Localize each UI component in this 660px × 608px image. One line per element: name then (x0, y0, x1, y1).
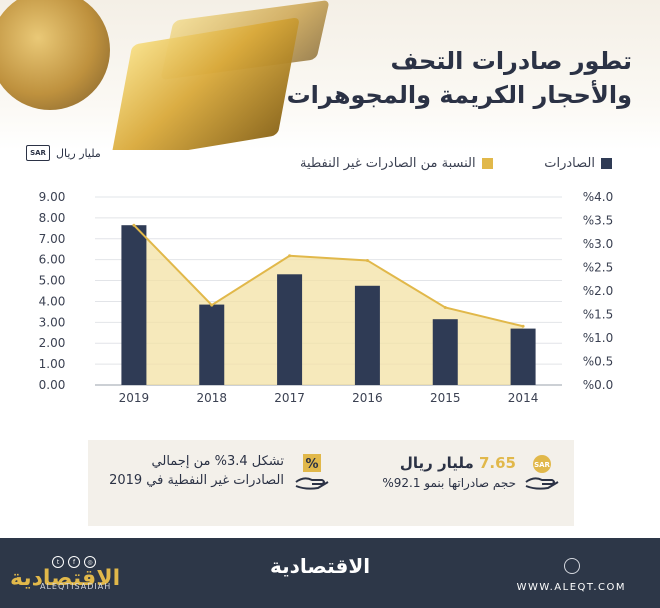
left-tick-label: 6.00 (39, 253, 66, 267)
legend-label-exports: الصادرات (544, 156, 595, 171)
left-tick-label: 7.00 (39, 232, 66, 246)
right-tick-label: %0.5 (583, 355, 614, 369)
unit-text: مليار ريال (56, 146, 101, 160)
x-tick-label: 2019 (119, 391, 150, 405)
page-title: تطور صادرات التحف والأحجار الكريمة والمج… (287, 44, 632, 112)
right-tick-label: %2.0 (583, 284, 614, 298)
legend-swatch-bar (601, 158, 612, 169)
info-value-unit: مليار ريال (399, 454, 479, 472)
info-card-value: 7.65 مليار ريال حجم صادراتها بنمو 92.1% (286, 454, 516, 490)
share-line-path (133, 224, 524, 328)
share-point-2014 (521, 324, 525, 328)
info-value: 7.65 مليار ريال (286, 454, 516, 472)
instagram-icon[interactable]: ◎ (84, 556, 96, 568)
bar-series (121, 225, 536, 385)
left-tick-label: 0.00 (39, 378, 66, 392)
left-axis-ticks: 0.00 1.00 2.00 3.00 4.00 5.00 6.00 7.00 8.00 9.00 (39, 190, 66, 392)
info-growth: حجم صادراتها بنمو 92.1% (382, 476, 516, 490)
footer-bar: الاقتصادية t f ◎ ALEQTISADIAH الاقتصادية… (0, 538, 660, 608)
right-tick-label: %4.0 (583, 190, 614, 204)
social-handle[interactable]: ALEQTISADIAH (40, 582, 112, 591)
bar-line-chart: 0.00 1.00 2.00 3.00 4.00 5.00 6.00 7.00 8.00 9.00… (39, 190, 614, 405)
title-line-2: والأحجار الكريمة والمجوهرات (286, 81, 632, 109)
svg-text:SAR: SAR (534, 461, 550, 469)
bar-2016 (354, 285, 380, 385)
share-point-2015 (443, 305, 447, 309)
bar-2015 (432, 319, 458, 385)
bar-2017 (277, 274, 303, 385)
bar-2018 (199, 304, 225, 385)
x-axis-labels: 2019 2018 2017 2016 2015 2014 (119, 391, 539, 405)
twitter-icon[interactable]: t (52, 556, 64, 568)
gold-bar-image (110, 17, 300, 150)
brand-logo: الاقتصادية (10, 566, 121, 591)
share-point-2016 (365, 258, 369, 262)
right-axis-ticks: %0.0 %0.5 %1.0 %1.5 %2.0 %2.5 %3.0 %3.5 %4.0 (583, 190, 614, 392)
left-tick-label: 3.00 (39, 315, 66, 329)
share-point-2019 (132, 223, 136, 227)
x-tick-label: 2018 (196, 391, 227, 405)
facebook-icon[interactable]: f (68, 556, 80, 568)
bar-2014 (510, 328, 536, 385)
left-tick-label: 1.00 (39, 357, 66, 371)
left-tick-label: 5.00 (39, 274, 66, 288)
website-url[interactable]: WWW.ALEQT.COM (516, 582, 626, 593)
title-line-1: تطور صادرات التحف (390, 47, 632, 75)
legend-item-exports: الصادرات (544, 156, 612, 171)
site-logo-icon (564, 558, 580, 574)
percent-hand-icon: % (295, 454, 329, 490)
x-tick-label: 2016 (352, 391, 383, 405)
info-card-share: تشكل 3.4% من إجمالي الصادرات غير النفطية… (94, 454, 284, 488)
left-tick-label: 9.00 (39, 190, 66, 204)
currency-icon: SAR (26, 145, 50, 161)
bar-2019 (121, 225, 147, 385)
hero-image (0, 0, 660, 150)
right-tick-label: %1.5 (583, 308, 614, 322)
share-point-2017 (288, 254, 292, 258)
x-tick-label: 2014 (508, 391, 539, 405)
share-area (133, 225, 524, 385)
share-area-fill (133, 225, 524, 385)
left-tick-label: 4.00 (39, 294, 66, 308)
x-tick-label: 2015 (430, 391, 461, 405)
x-tick-label: 2017 (274, 391, 305, 405)
right-tick-label: %3.5 (583, 214, 614, 228)
info-panel: SAR 7.65 مليار ريال حجم صادراتها بنمو 92… (88, 440, 574, 526)
right-tick-label: %3.0 (583, 237, 614, 251)
left-tick-label: 8.00 (39, 211, 66, 225)
right-tick-label: %0.0 (583, 378, 614, 392)
legend-label-share: النسبة من الصادرات غير النفطية (300, 156, 476, 171)
gold-coins-image (0, 0, 110, 110)
right-tick-label: %2.5 (583, 261, 614, 275)
legend-item-share: النسبة من الصادرات غير النفطية (300, 156, 493, 171)
share-point-2018 (210, 303, 214, 307)
svg-text:%: % (305, 457, 318, 472)
left-tick-label: 2.00 (39, 336, 66, 350)
unit-label: مليار ريال SAR (26, 145, 101, 161)
info-value-number: 7.65 (478, 454, 516, 472)
chart-legend: الصادرات النسبة من الصادرات غير النفطية (300, 156, 612, 171)
money-hand-icon: SAR (525, 455, 559, 490)
info-share-line1: تشكل 3.4% من إجمالي (151, 454, 284, 469)
social-icons: t f ◎ (52, 556, 96, 568)
share-line (132, 223, 525, 328)
brand-name: الاقتصادية (270, 554, 371, 578)
info-share-line2: الصادرات غير النفطية في 2019 (109, 473, 284, 488)
right-tick-label: %1.0 (583, 331, 614, 345)
legend-swatch-line (481, 158, 493, 169)
